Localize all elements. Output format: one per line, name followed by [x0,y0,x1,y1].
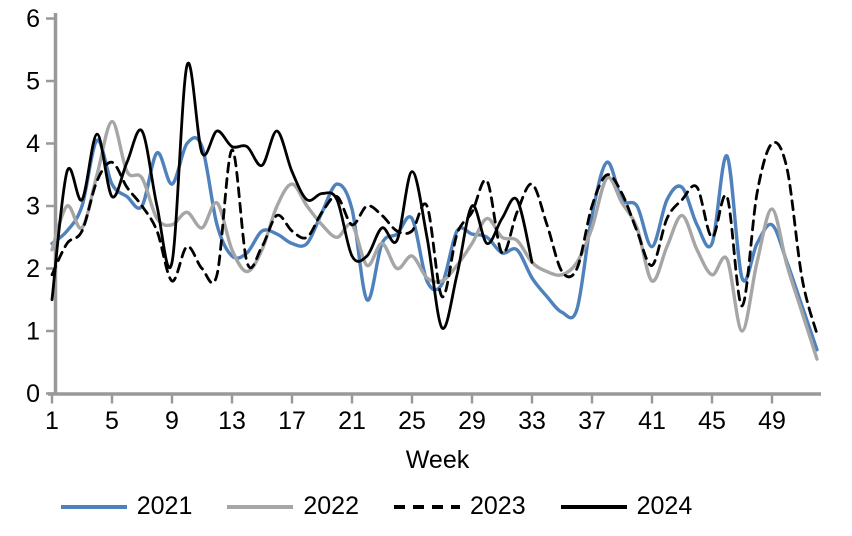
x-axis-tick-label: 21 [338,407,366,435]
x-axis-tick-label: 29 [458,407,486,435]
series-line-2022 [50,119,819,361]
x-axis-tick-label: 37 [578,407,606,435]
x-axis-tick-label: 25 [398,407,426,435]
legend: 2021 2022 2023 2024 [0,494,752,519]
x-axis-tick-label: 5 [105,407,119,435]
legend-label-2022: 2022 [303,492,359,520]
legend-line-sample-2024 [560,504,627,509]
legend-item-2022: 2022 [226,494,359,519]
legend-item-2023: 2023 [393,494,526,519]
x-axis-tick-label: 9 [165,407,179,435]
x-axis-title: Week [405,446,470,474]
x-axis-tick-label: 45 [698,407,726,435]
legend-item-2024: 2024 [560,492,693,520]
y-axis-tick-label: 0 [26,380,40,408]
series-line-2024 [50,61,534,330]
x-axis-tick-label: 17 [278,407,306,435]
y-axis-tick-label: 5 [26,68,40,96]
legend-label-2021: 2021 [136,492,193,520]
x-axis-tick-label: 49 [758,407,786,435]
legend-item-2021: 2021 [60,492,193,520]
y-axis-tick-label: 3 [26,193,40,221]
y-axis-tick-label: 2 [26,255,40,283]
x-axis-tick-label: 41 [638,407,666,435]
series-line-2021 [50,135,819,352]
x-axis-tick-label: 33 [518,407,546,435]
y-axis-tick-label: 1 [26,318,40,346]
legend-label-2024: 2024 [636,492,693,520]
y-axis-tick-label: 6 [26,5,40,33]
x-axis-tick-label: 1 [45,407,59,435]
legend-line-sample-2023 [394,504,460,509]
x-axis-tick-label: 13 [218,407,246,435]
legend-label-2023: 2023 [470,492,526,520]
y-axis-tick-label: 4 [26,130,40,158]
legend-line-sample-2021 [60,504,127,509]
legend-line-sample-2022 [227,504,294,509]
series-line-2023 [50,141,819,336]
